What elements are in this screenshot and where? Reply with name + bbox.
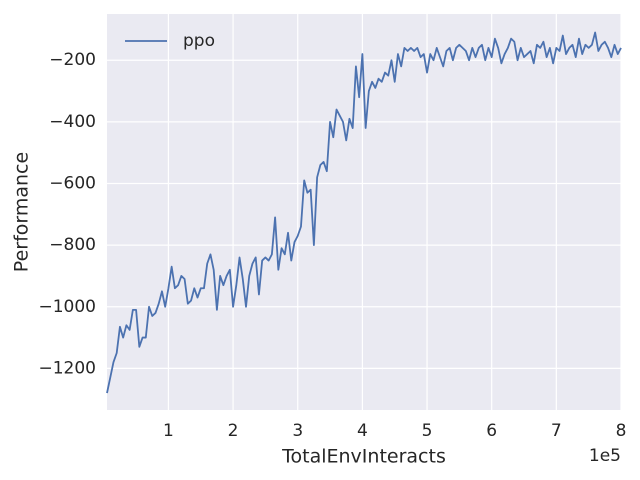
x-tick-label: 3: [292, 421, 303, 441]
y-tick-label: −200: [49, 50, 96, 70]
y-tick-label: −1000: [38, 297, 96, 317]
x-tick-label: 4: [357, 421, 368, 441]
x-offset-label: 1e5: [589, 446, 621, 466]
legend-label: ppo: [183, 31, 215, 51]
y-tick-label: −400: [49, 112, 96, 132]
y-axis-label: Performance: [11, 152, 33, 272]
x-tick-label: 6: [486, 421, 497, 441]
y-tick-label: −800: [49, 235, 96, 255]
x-tick-label: 5: [422, 421, 433, 441]
x-tick-label: 8: [616, 421, 627, 441]
y-tick-label: −600: [49, 173, 96, 193]
x-tick-label: 2: [228, 421, 239, 441]
x-axis-label: TotalEnvInteracts: [281, 446, 446, 468]
data-line: [106, 31, 622, 394]
y-tick-label: −1200: [38, 358, 96, 378]
x-tick-label: 7: [551, 421, 562, 441]
x-tick-label: 1: [163, 421, 174, 441]
